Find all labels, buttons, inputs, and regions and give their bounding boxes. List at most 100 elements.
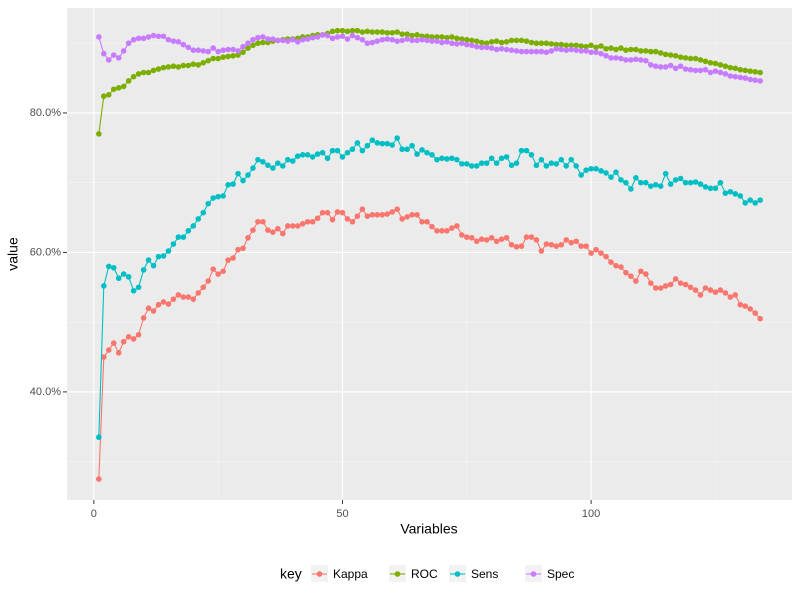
data-point [284, 38, 291, 44]
data-point [245, 234, 251, 241]
data-point [329, 35, 336, 42]
data-point [468, 234, 475, 241]
data-point [329, 147, 336, 154]
data-point [493, 160, 500, 166]
data-point [643, 57, 649, 64]
data-point [682, 179, 689, 186]
data-point [354, 213, 361, 219]
data-point [270, 36, 276, 42]
data-point [339, 33, 346, 40]
data-point [672, 52, 679, 59]
data-point [100, 93, 107, 100]
data-point [473, 38, 480, 44]
data-point [518, 243, 525, 249]
data-point [299, 36, 306, 43]
data-point [662, 51, 669, 58]
data-point [105, 347, 112, 353]
data-point [463, 234, 470, 240]
data-point [404, 146, 410, 153]
data-point [543, 49, 550, 56]
data-point [195, 290, 202, 296]
data-point [608, 45, 614, 51]
data-point [652, 63, 659, 70]
data-point [449, 40, 455, 47]
data-point [742, 67, 749, 74]
data-point [364, 28, 371, 35]
data-point [130, 287, 137, 294]
data-point [180, 62, 187, 69]
data-point [379, 140, 386, 147]
data-point [538, 40, 545, 47]
legend-label: Sens [471, 567, 498, 581]
data-point [523, 38, 530, 44]
data-point [150, 32, 157, 39]
data-point [250, 227, 256, 233]
legend-swatch [454, 571, 461, 577]
data-point [344, 28, 351, 35]
data-point [359, 36, 366, 43]
data-point [459, 36, 465, 42]
data-point [284, 156, 291, 163]
data-point [702, 58, 709, 65]
data-point [647, 280, 654, 286]
data-point [404, 214, 410, 220]
data-point [662, 64, 669, 70]
data-point [200, 59, 207, 66]
data-point [573, 47, 579, 53]
data-point [100, 354, 107, 360]
data-point [444, 228, 450, 234]
data-point [96, 476, 102, 482]
data-point [498, 45, 505, 52]
data-point [623, 179, 629, 186]
data-point [399, 31, 405, 37]
data-point [419, 147, 425, 153]
data-point [488, 234, 495, 241]
legend-label: Spec [547, 567, 574, 581]
data-point [120, 83, 127, 90]
data-point [230, 181, 236, 187]
y-tick-label: 80.0% [30, 107, 61, 119]
data-point [444, 156, 450, 162]
data-point [558, 46, 565, 53]
data-point [528, 151, 535, 158]
data-point [150, 308, 157, 314]
data-point [205, 278, 212, 284]
data-point [115, 55, 122, 61]
data-point [588, 250, 594, 256]
data-point [165, 64, 172, 70]
data-point [633, 56, 639, 63]
data-point [369, 29, 376, 35]
data-point [369, 39, 376, 46]
data-point [652, 181, 659, 188]
data-point [513, 48, 520, 54]
data-point [503, 46, 510, 53]
data-point [638, 48, 644, 54]
data-point [314, 34, 321, 40]
data-point [240, 43, 246, 50]
data-point [289, 158, 296, 164]
data-point [210, 195, 216, 201]
data-point [548, 48, 555, 54]
data-point [657, 285, 664, 291]
data-point [250, 42, 256, 49]
data-point [508, 162, 515, 169]
data-point [145, 257, 152, 263]
data-point [672, 276, 679, 282]
data-point [110, 52, 117, 58]
data-point [225, 257, 231, 263]
data-point [160, 33, 167, 40]
data-point [697, 181, 704, 187]
data-point [697, 57, 704, 63]
data-point [662, 283, 669, 289]
data-point [638, 179, 644, 186]
data-point [558, 241, 565, 248]
data-point [304, 36, 311, 42]
data-point [190, 296, 197, 302]
data-point [255, 40, 261, 47]
data-point [294, 39, 301, 45]
data-point [687, 284, 694, 291]
data-point [454, 156, 460, 163]
data-point [473, 238, 480, 245]
data-point [478, 39, 485, 46]
data-point [603, 52, 609, 59]
